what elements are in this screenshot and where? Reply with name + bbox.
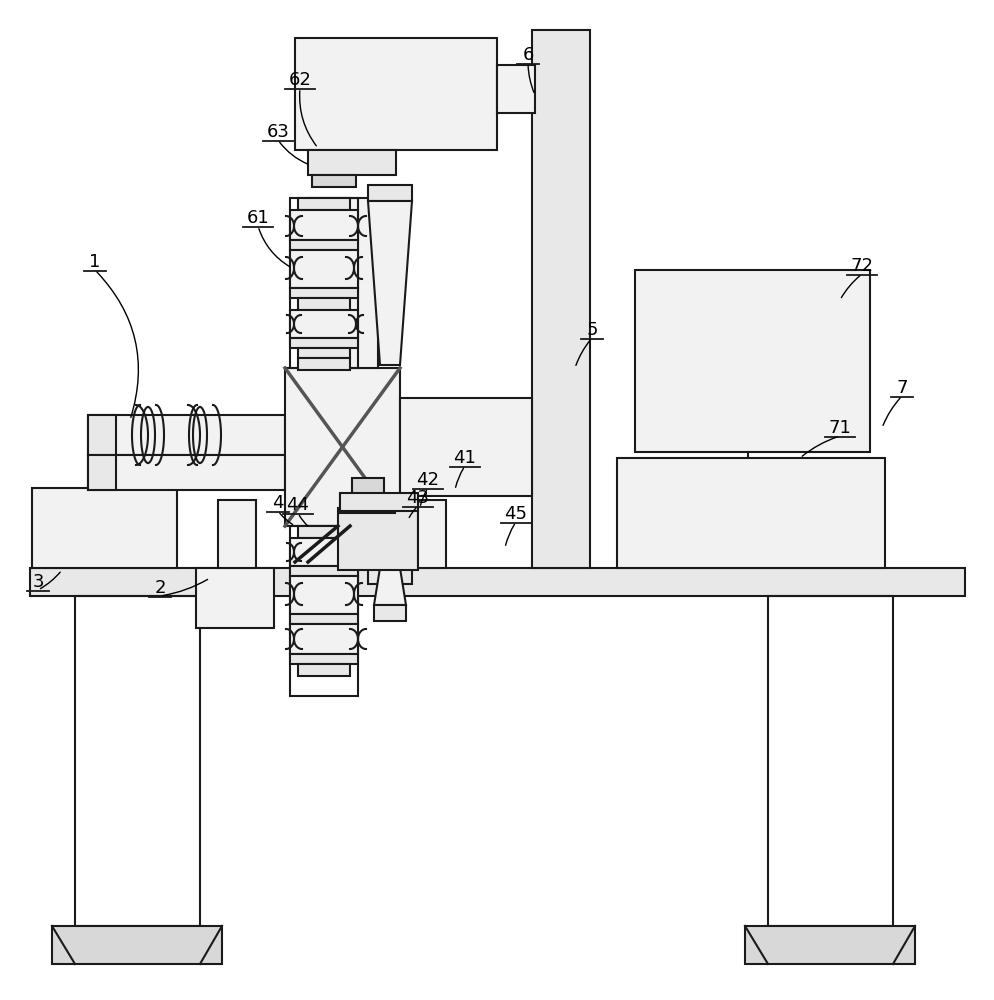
- Bar: [312, 175, 356, 187]
- Text: 72: 72: [850, 257, 873, 275]
- Bar: [289, 288, 358, 298]
- Text: 44: 44: [286, 496, 309, 514]
- Bar: [30, 568, 964, 596]
- Text: 61: 61: [247, 209, 269, 227]
- Text: 3: 3: [32, 573, 44, 591]
- Text: 63: 63: [266, 123, 289, 141]
- Bar: [338, 508, 417, 570]
- Bar: [289, 310, 358, 338]
- Bar: [767, 596, 892, 926]
- Bar: [297, 358, 350, 370]
- Bar: [289, 614, 358, 624]
- Bar: [289, 654, 358, 664]
- Bar: [532, 30, 589, 568]
- Polygon shape: [368, 526, 412, 568]
- Text: 42: 42: [416, 471, 439, 489]
- Bar: [297, 198, 350, 210]
- Bar: [496, 65, 535, 113]
- Bar: [297, 664, 350, 676]
- Bar: [196, 568, 273, 628]
- Bar: [87, 455, 287, 490]
- Bar: [308, 526, 378, 568]
- Bar: [87, 415, 116, 455]
- Text: 1: 1: [89, 253, 100, 271]
- Bar: [284, 368, 400, 526]
- Bar: [400, 398, 532, 496]
- Polygon shape: [374, 568, 406, 605]
- Text: 7: 7: [896, 379, 907, 397]
- Bar: [720, 488, 775, 496]
- Bar: [308, 198, 378, 368]
- Text: 5: 5: [585, 321, 597, 339]
- Bar: [368, 185, 412, 201]
- Bar: [87, 455, 116, 490]
- Bar: [32, 488, 177, 568]
- Text: 45: 45: [504, 505, 527, 523]
- Bar: [289, 240, 358, 250]
- Text: 2: 2: [154, 579, 166, 597]
- Bar: [87, 415, 287, 455]
- Bar: [745, 926, 914, 964]
- Bar: [368, 568, 412, 584]
- Text: 71: 71: [828, 419, 851, 437]
- Bar: [289, 576, 358, 614]
- Bar: [297, 348, 350, 358]
- Bar: [289, 526, 358, 696]
- Bar: [297, 526, 350, 538]
- Bar: [294, 38, 496, 150]
- Bar: [75, 596, 200, 926]
- Bar: [340, 495, 395, 513]
- Text: 41: 41: [453, 449, 476, 467]
- Bar: [417, 500, 445, 568]
- Text: 62: 62: [288, 71, 311, 89]
- Bar: [634, 270, 869, 452]
- Bar: [289, 250, 358, 288]
- Bar: [308, 150, 396, 175]
- Bar: [289, 210, 358, 240]
- Bar: [289, 198, 358, 368]
- Bar: [289, 338, 358, 348]
- Bar: [289, 538, 358, 566]
- Bar: [340, 493, 417, 511]
- Text: 6: 6: [522, 46, 533, 64]
- Bar: [374, 605, 406, 621]
- Bar: [218, 500, 255, 568]
- Bar: [352, 478, 384, 498]
- Bar: [52, 926, 222, 964]
- Polygon shape: [368, 201, 412, 365]
- Bar: [616, 458, 884, 568]
- Text: 43: 43: [407, 489, 429, 507]
- Bar: [297, 298, 350, 310]
- Bar: [289, 566, 358, 576]
- Text: 4: 4: [272, 494, 283, 512]
- Bar: [289, 624, 358, 654]
